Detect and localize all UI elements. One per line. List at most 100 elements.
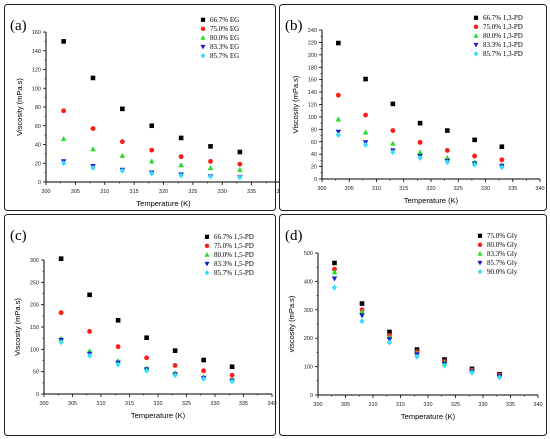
- legend-label: 75.0% 1,3-PD: [483, 23, 523, 31]
- data-point: [237, 166, 243, 172]
- legend-marker: [204, 243, 210, 249]
- legend-label: 85.7% EG: [210, 52, 239, 60]
- y-axis-title: viscosity (mPa.s): [287, 295, 296, 352]
- legend-label: 85.7% 1,3-PD: [483, 50, 523, 58]
- y-tick-label: 160: [32, 30, 41, 36]
- y-tick-label: 80: [35, 105, 41, 111]
- data-point: [335, 92, 341, 98]
- x-tick-label: 300: [41, 189, 50, 195]
- x-tick-label: 335: [506, 402, 515, 408]
- y-tick-label: 200: [304, 336, 313, 342]
- data-point: [359, 301, 365, 306]
- data-point: [61, 160, 67, 167]
- data-point: [359, 313, 365, 319]
- series-3: [60, 136, 243, 172]
- data-point: [499, 157, 505, 163]
- legend-marker: [200, 35, 206, 40]
- y-tick-label: 220: [308, 40, 317, 46]
- data-point: [172, 348, 178, 353]
- x-axis-title: Temperature (K): [404, 196, 459, 205]
- data-point: [417, 149, 423, 155]
- legend-label: 75.0% Gly: [487, 232, 518, 240]
- x-tick-label: 320: [153, 401, 162, 407]
- data-point: [444, 155, 451, 160]
- x-tick-label: 325: [188, 189, 197, 195]
- legend-label: 80.0% 1,3-PD: [483, 32, 523, 40]
- x-tick-label: 340: [267, 401, 276, 407]
- legend-marker: [204, 261, 210, 267]
- y-tick-label: 300: [30, 258, 39, 264]
- series-5: [61, 160, 243, 181]
- legend-marker: [477, 233, 483, 238]
- x-tick-label: 305: [68, 401, 77, 407]
- legend-label: 80.0% 1,5-PD: [214, 251, 254, 259]
- data-point: [87, 292, 92, 298]
- data-point: [207, 173, 214, 180]
- legend-marker: [204, 252, 210, 257]
- legend-marker: [473, 42, 479, 48]
- legend-label: 83.3% 1,5-PD: [214, 260, 254, 268]
- legend-marker: [473, 15, 479, 20]
- series-2: [335, 92, 505, 163]
- data-point: [149, 170, 155, 177]
- y-tick-label: 100: [308, 115, 317, 121]
- data-point: [417, 139, 423, 145]
- data-point: [119, 139, 125, 145]
- x-tick-label: 320: [423, 402, 432, 408]
- y-tick-label: 0: [310, 393, 313, 399]
- data-point: [148, 158, 155, 164]
- legend-marker: [204, 234, 210, 239]
- data-point: [331, 276, 338, 282]
- data-point: [363, 141, 369, 148]
- legend-label: 66.7% EG: [210, 16, 239, 24]
- data-point: [390, 101, 396, 107]
- data-point: [115, 344, 121, 350]
- y-tick-label: 0: [36, 392, 39, 398]
- data-point: [119, 167, 125, 174]
- x-tick-label: 315: [125, 401, 134, 407]
- data-point: [390, 128, 396, 133]
- data-point: [144, 367, 150, 374]
- data-point: [359, 308, 365, 314]
- data-point: [87, 352, 93, 359]
- legend-marker: [473, 33, 479, 38]
- legend-label: 83.3% EG: [210, 43, 239, 51]
- y-tick-label: 20: [311, 165, 317, 171]
- y-tick-label: 80: [311, 127, 317, 133]
- x-tick-label: 310: [372, 186, 381, 192]
- x-tick-label: 310: [96, 401, 105, 407]
- y-tick-label: 120: [308, 103, 317, 109]
- y-tick-label: 40: [311, 152, 317, 158]
- series-1: [61, 39, 243, 155]
- x-tick-label: 300: [317, 186, 326, 192]
- x-tick-label: 330: [481, 186, 490, 192]
- x-tick-label: 340: [535, 186, 544, 192]
- x-tick-label: 340: [533, 402, 542, 408]
- panel-label: (a): [10, 18, 27, 34]
- series-2: [61, 108, 243, 167]
- data-point: [445, 128, 450, 133]
- x-tick-label: 325: [182, 401, 191, 407]
- data-point: [390, 149, 396, 156]
- y-tick-label: 60: [311, 140, 317, 146]
- x-tick-label: 335: [508, 186, 517, 192]
- y-tick-label: 120: [32, 68, 41, 74]
- data-point: [237, 174, 243, 181]
- data-point: [441, 362, 448, 369]
- legend-label: 83.3% 1,3-PD: [483, 41, 523, 49]
- data-point: [58, 339, 64, 346]
- data-point: [149, 123, 155, 129]
- data-point: [417, 120, 423, 126]
- data-point: [499, 164, 505, 171]
- data-point: [178, 135, 184, 141]
- y-tick-label: 200: [308, 53, 317, 59]
- data-point: [359, 318, 365, 325]
- data-point: [90, 164, 96, 171]
- data-point: [387, 329, 392, 335]
- x-tick-label: 320: [159, 189, 168, 195]
- panel-label: (b): [285, 18, 303, 34]
- y-tick-label: 100: [304, 365, 313, 371]
- data-point: [178, 162, 184, 168]
- x-tick-label: 335: [247, 189, 256, 195]
